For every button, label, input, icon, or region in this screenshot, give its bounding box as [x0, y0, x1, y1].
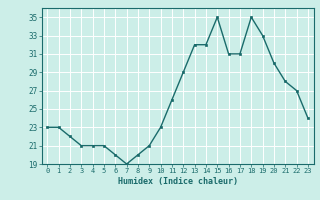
X-axis label: Humidex (Indice chaleur): Humidex (Indice chaleur)	[118, 177, 237, 186]
